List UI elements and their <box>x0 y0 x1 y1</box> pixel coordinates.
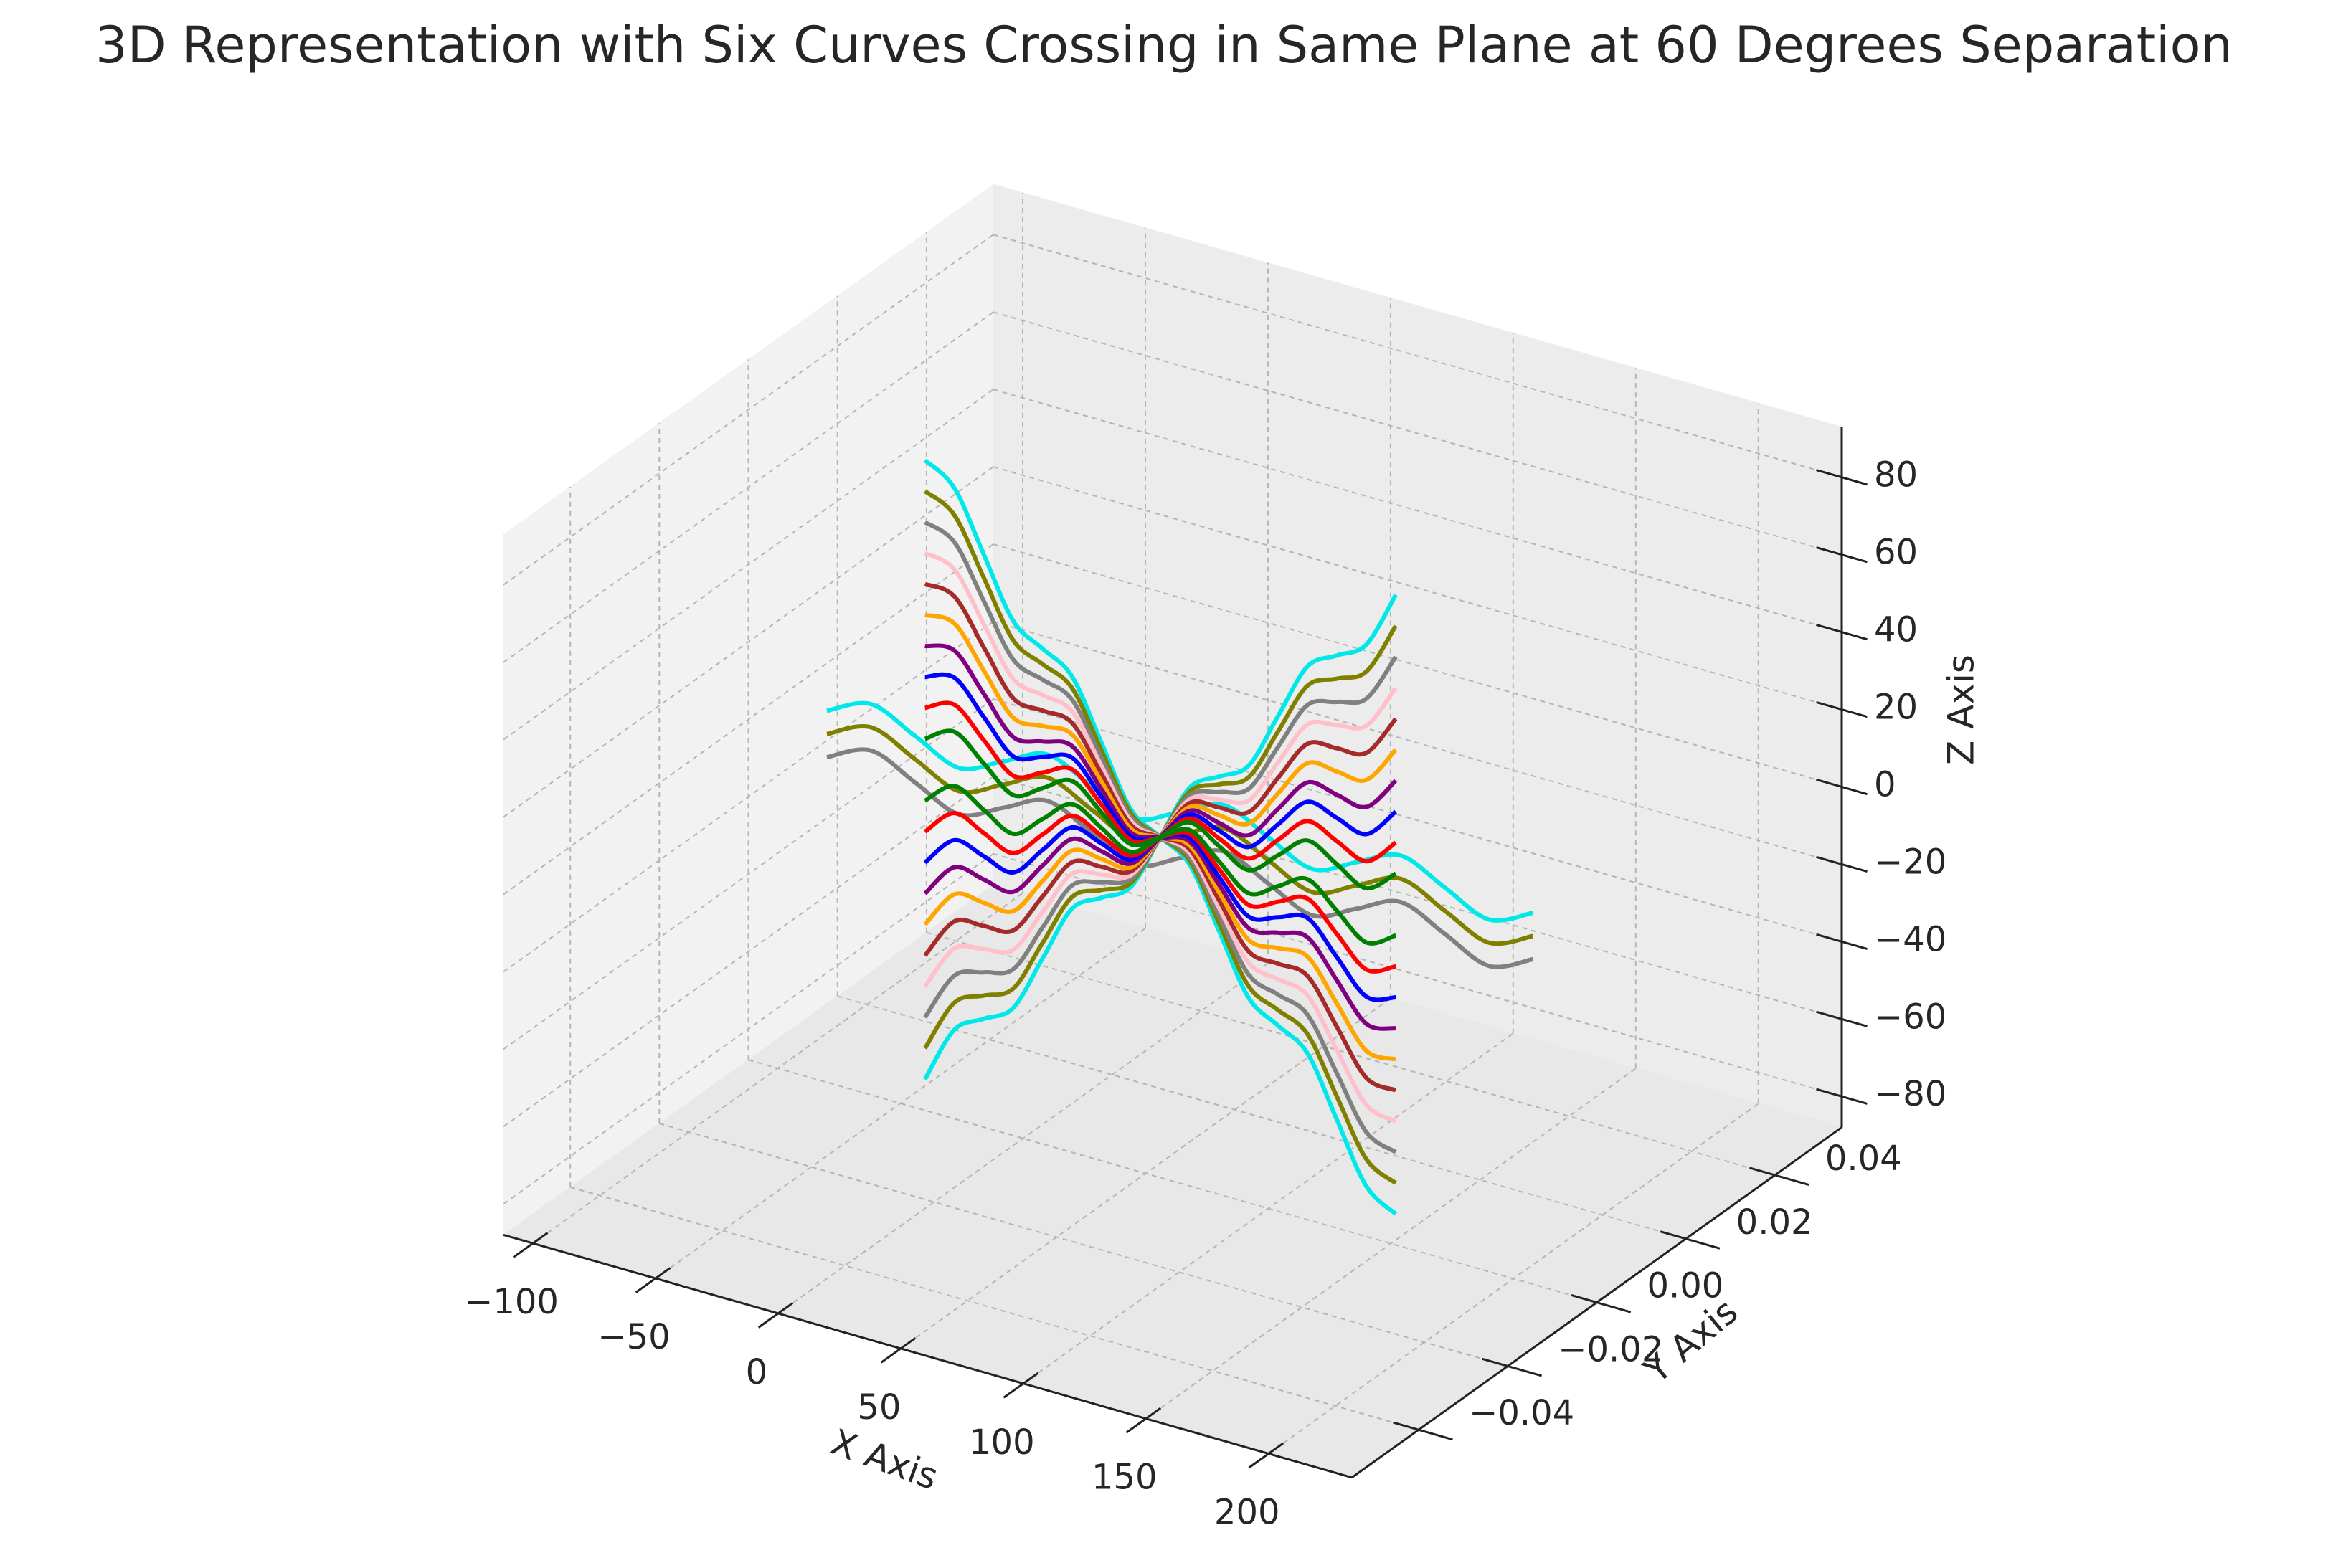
z-tick <box>1816 624 1868 641</box>
z-axis-label: Z Axis <box>1941 655 1982 765</box>
grid-line <box>993 234 1842 478</box>
z-tick-label: 80 <box>1874 455 1918 495</box>
x-tick <box>1003 1372 1039 1399</box>
y-tick <box>1393 1421 1453 1441</box>
z-tick-label: 40 <box>1874 610 1918 650</box>
grid-line <box>503 852 994 1205</box>
grid-line <box>993 621 1842 865</box>
x-tick <box>880 1337 917 1364</box>
chart-title: 3D Representation with Six Curves Crossi… <box>95 16 2233 75</box>
grid-line <box>993 311 1842 556</box>
x-tick <box>635 1267 671 1293</box>
grid-line <box>993 852 1842 1098</box>
y-tick-label: −0.04 <box>1469 1393 1574 1433</box>
curves <box>826 458 1534 1216</box>
x-axis-line <box>503 1233 1353 1479</box>
z-tick-label: −80 <box>1874 1074 1946 1114</box>
grid-line <box>655 927 1146 1279</box>
curve <box>924 784 1397 891</box>
grid-line <box>993 543 1842 788</box>
z-tick <box>1816 1088 1868 1105</box>
z-tick <box>1816 933 1868 950</box>
x-tick-label: 0 <box>746 1352 768 1392</box>
grid-line <box>748 1059 1597 1303</box>
y-tick <box>1749 1167 1809 1186</box>
grid-line <box>503 311 994 663</box>
grid-line <box>503 234 994 586</box>
grid-line <box>503 698 994 1050</box>
x-tick <box>1125 1407 1162 1434</box>
z-tick-label: −60 <box>1874 997 1946 1037</box>
z-tick <box>1816 778 1868 796</box>
x-tick-label: −50 <box>597 1317 670 1357</box>
x-tick-label: −100 <box>464 1282 559 1322</box>
grid-line <box>503 776 994 1128</box>
x-tick-label: 50 <box>857 1387 901 1427</box>
x-tick-label: 200 <box>1214 1493 1280 1533</box>
z-tick <box>1816 700 1868 718</box>
y-tick <box>1660 1230 1721 1250</box>
x-tick-label: 150 <box>1092 1458 1158 1498</box>
grid-line <box>1145 1068 1637 1420</box>
x-tick <box>512 1232 549 1258</box>
grid-line <box>503 466 994 818</box>
grid-line <box>993 698 1842 943</box>
y-tick-label: 0.00 <box>1647 1266 1723 1306</box>
grid-line <box>837 995 1686 1240</box>
grid-line <box>503 389 994 741</box>
z-tick-label: −40 <box>1874 919 1946 959</box>
axes: −100−50050100150200−0.04−0.020.000.020.0… <box>464 427 1946 1533</box>
y-tick-label: 0.02 <box>1736 1202 1813 1242</box>
x-tick <box>757 1302 794 1329</box>
grid-line <box>569 1186 1419 1431</box>
x-axis-label: X Axis <box>825 1421 943 1498</box>
z-tick-label: 20 <box>1874 688 1918 728</box>
y-tick-label: −0.02 <box>1558 1329 1663 1369</box>
z-tick <box>1816 546 1868 564</box>
y-tick <box>1571 1294 1632 1313</box>
x-tick-label: 100 <box>969 1422 1035 1463</box>
grid-line <box>503 543 994 895</box>
grid-line <box>1023 1032 1514 1384</box>
z-tick <box>1816 1010 1868 1027</box>
grid-line <box>777 962 1269 1314</box>
z-tick-label: 0 <box>1874 764 1896 804</box>
grid-line <box>993 775 1842 1020</box>
grid-line <box>993 466 1842 711</box>
z-tick-label: 60 <box>1874 533 1918 573</box>
x-tick <box>1248 1442 1284 1469</box>
grid-line <box>659 1123 1508 1367</box>
z-tick <box>1816 469 1868 486</box>
curve <box>826 747 1534 969</box>
z-tick-label: −20 <box>1874 842 1946 882</box>
grid-line <box>993 389 1842 633</box>
y-tick <box>1482 1357 1543 1377</box>
grid-line <box>503 621 994 973</box>
y-tick-label: 0.04 <box>1825 1139 1902 1179</box>
z-tick <box>1816 855 1868 873</box>
